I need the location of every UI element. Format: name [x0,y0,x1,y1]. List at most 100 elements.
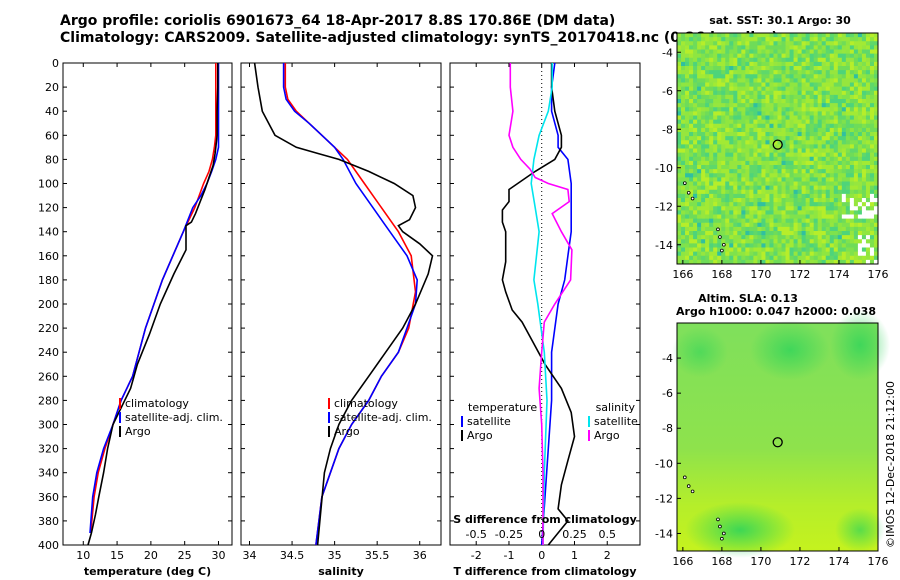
sst_map-argo-position-marker [772,139,783,150]
sst-cell [773,61,778,67]
sst-cell [721,202,726,207]
figure-title-line2: Climatology: CARS2009. Satellite-adjuste… [60,30,778,46]
sst-cell [681,119,686,125]
sst-cell [757,66,762,71]
sst-cell [833,214,839,220]
sst-cell [689,132,694,137]
sst-cell [793,74,798,79]
sst-cell [717,136,722,141]
sst-cell [749,115,754,121]
sla_map-xtick-label: 170 [750,555,771,568]
sst-cell [685,41,690,46]
sst-cell [781,218,786,224]
sst-cell [789,99,794,104]
sst-cell [713,181,718,187]
sst-cell [717,70,722,75]
sst-cell [873,231,879,236]
sst-cell [765,111,770,116]
sst-cell [861,37,867,42]
sst-cell [697,86,702,92]
sst-cell [841,103,847,108]
sst-cell [845,127,851,133]
sst-cell [753,136,758,141]
sst-cell [841,226,847,232]
sst-cell [841,177,847,182]
sst-cell [777,235,782,240]
sst-cell [769,218,774,224]
sst-cell [869,235,875,240]
sst-cell [777,123,782,129]
sst-cell [717,90,722,96]
sst-cell [705,185,710,191]
sst-cell [829,144,835,149]
sst-cell [829,218,835,224]
sst-cell [705,111,710,116]
sst-cell [809,49,815,55]
sst-cell [841,107,847,112]
sst-cell [849,53,855,59]
sst-cell [829,189,835,195]
sst-cell [753,86,758,92]
sst-cell [741,94,746,100]
sst-cell [761,251,766,257]
sst-cell [833,82,839,88]
sst-cell [849,243,855,248]
sst-cell [749,140,754,145]
sst-cell [717,156,722,162]
sst-cell [773,82,778,88]
sst-cell [805,111,811,116]
sst-cell [809,173,815,178]
sst-cell [853,247,859,253]
sst-cell [749,99,754,104]
sst-cell [845,255,851,261]
sst-cell [813,119,819,125]
sst-cell [785,193,790,199]
sst-cell [837,160,843,166]
sst-cell [725,94,730,100]
sst-cell [817,45,823,50]
sst-cell [765,86,770,92]
sst-cell [777,189,782,195]
sst-cell [813,90,819,96]
sst-cell [713,193,718,199]
sst-cell [713,136,718,141]
sst-cell [857,181,863,187]
sst-cell [849,94,855,100]
sst-cell [773,144,778,149]
temperature-ytick-label: 120 [38,202,59,215]
sst-cell [785,243,790,248]
sst-cell [725,127,730,133]
sst-cell [725,222,730,228]
sst-cell [749,156,754,162]
sst-cell [865,49,871,55]
sst-cell [761,66,766,71]
sst-cell [821,189,827,195]
sst-cell [809,94,815,100]
sst-cell [797,53,803,59]
sst-cell [785,160,790,166]
sst-cell [817,107,823,112]
sst-cell [737,177,742,182]
sst-cell [753,107,758,112]
sst-cell [873,210,879,215]
sst-cell [745,45,750,50]
sst-cell [829,119,835,125]
sst-cell [809,222,815,228]
sst-cell [697,94,702,100]
sst-cell [845,156,851,162]
sst-map-panel: sat. SST: 30.1 Argo: 30 166 168 170 172 174 1… [655,14,888,281]
sst-cell [869,132,875,137]
sst-cell [841,90,847,96]
temperature-ytick-label: 80 [45,153,59,166]
sst-cell [701,82,706,88]
sst-cell [725,74,730,79]
sst-cell [769,70,774,75]
sst-cell [805,243,811,248]
sst-cell [741,103,746,108]
sst-cell [785,247,790,253]
sst-cell [737,218,742,224]
sst-cell [865,160,871,166]
sst-cell [785,177,790,182]
sst-cell [713,70,718,75]
sst-cell [869,57,875,63]
